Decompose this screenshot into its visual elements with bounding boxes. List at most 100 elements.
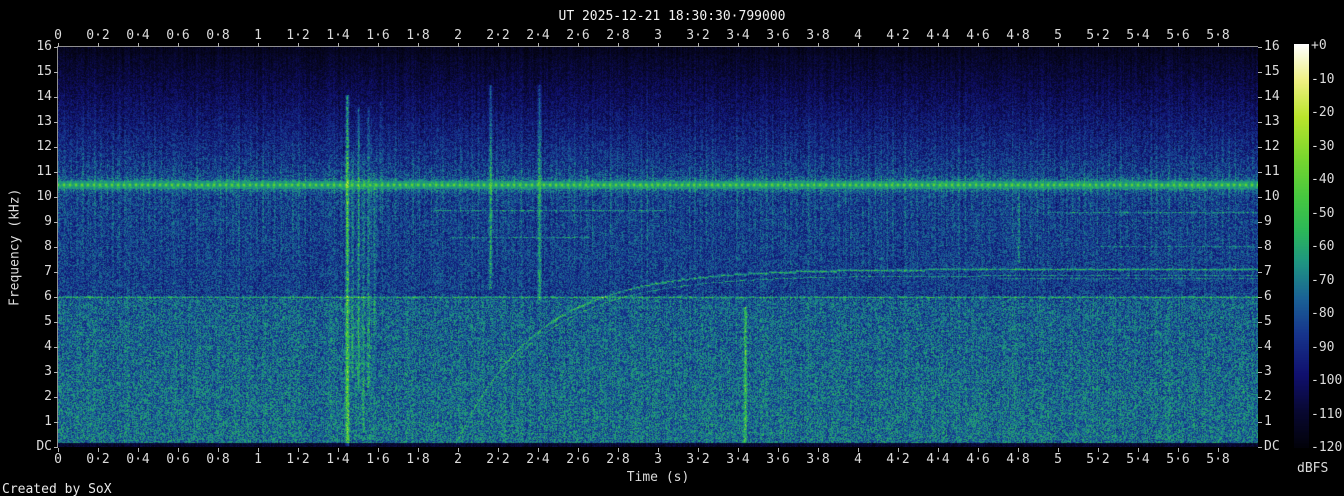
x-tick-label: 0·6 <box>166 28 190 43</box>
y-tick-mark <box>54 197 58 198</box>
x-tick-label: 2·8 <box>606 452 630 467</box>
y-tick-mark <box>54 147 58 148</box>
y-tick-label: 6 <box>1264 289 1272 304</box>
colorbar-tick-label: -10 <box>1311 72 1335 87</box>
x-tick-mark <box>178 448 179 452</box>
x-tick-label: 4·2 <box>886 452 910 467</box>
x-tick-mark <box>418 43 419 47</box>
colorbar-unit-label: dBFS <box>1297 461 1329 476</box>
x-tick-mark <box>378 448 379 452</box>
x-tick-mark <box>658 43 659 47</box>
x-tick-mark <box>498 448 499 452</box>
y-tick-label: 7 <box>1264 264 1272 279</box>
x-tick-mark <box>778 448 779 452</box>
x-tick-mark <box>538 448 539 452</box>
colorbar-tick-label: -90 <box>1311 340 1335 355</box>
y-tick-mark <box>1258 272 1262 273</box>
x-tick-label: 3·6 <box>766 28 790 43</box>
x-tick-label: 3·2 <box>686 452 710 467</box>
x-tick-label: 3·8 <box>806 452 830 467</box>
y-tick-label: 3 <box>1264 364 1272 379</box>
y-tick-mark <box>54 247 58 248</box>
x-tick-mark <box>218 43 219 47</box>
y-tick-mark <box>1258 372 1262 373</box>
x-tick-label: 0·4 <box>126 28 150 43</box>
y-tick-label: 16 <box>36 39 52 54</box>
colorbar-tick-label: -120 <box>1311 440 1343 455</box>
x-tick-mark <box>538 43 539 47</box>
colorbar-tick-label: +0 <box>1311 38 1327 53</box>
y-tick-mark <box>1258 422 1262 423</box>
y-tick-mark <box>54 397 58 398</box>
colorbar-tick-label: -20 <box>1311 105 1335 120</box>
x-tick-label: 5·2 <box>1086 452 1110 467</box>
y-tick-label: 14 <box>36 89 52 104</box>
x-tick-label: 4·6 <box>966 452 990 467</box>
y-tick-label: 5 <box>1264 314 1272 329</box>
x-tick-mark <box>858 43 859 47</box>
x-tick-label: 5·4 <box>1126 452 1150 467</box>
y-tick-mark <box>1258 347 1262 348</box>
y-tick-mark <box>54 422 58 423</box>
x-tick-label: 0·8 <box>206 452 230 467</box>
x-tick-mark <box>98 448 99 452</box>
y-tick-label: 1 <box>1264 414 1272 429</box>
x-tick-mark <box>458 448 459 452</box>
x-tick-label: 1·2 <box>286 452 310 467</box>
colorbar-canvas <box>1294 44 1309 448</box>
y-tick-mark <box>54 222 58 223</box>
y-tick-mark <box>54 297 58 298</box>
y-tick-label: 14 <box>1264 89 1280 104</box>
x-tick-mark <box>258 43 259 47</box>
x-tick-mark <box>58 448 59 452</box>
y-tick-label: 11 <box>36 164 52 179</box>
x-tick-mark <box>978 43 979 47</box>
x-tick-mark <box>58 43 59 47</box>
x-tick-mark <box>738 448 739 452</box>
y-tick-mark <box>54 172 58 173</box>
x-tick-mark <box>1218 43 1219 47</box>
y-tick-label: 6 <box>44 289 52 304</box>
colorbar-tick-label: -70 <box>1311 273 1335 288</box>
y-tick-mark <box>54 97 58 98</box>
y-tick-label: 2 <box>1264 389 1272 404</box>
x-tick-label: 2·2 <box>486 452 510 467</box>
y-tick-label: 16 <box>1264 39 1280 54</box>
x-tick-label: 1·6 <box>366 28 390 43</box>
x-tick-label: 2·8 <box>606 28 630 43</box>
y-tick-label: 8 <box>1264 239 1272 254</box>
x-tick-label: 4·4 <box>926 452 950 467</box>
x-tick-label: 2·4 <box>526 28 550 43</box>
x-tick-label: 0·8 <box>206 28 230 43</box>
y-tick-mark <box>1258 172 1262 173</box>
x-tick-label: 4·2 <box>886 28 910 43</box>
x-tick-label: 2·2 <box>486 28 510 43</box>
x-tick-mark <box>698 448 699 452</box>
x-tick-mark <box>138 43 139 47</box>
x-tick-mark <box>418 448 419 452</box>
sox-credit: Created by SoX <box>2 482 112 497</box>
x-tick-label: 4·8 <box>1006 28 1030 43</box>
x-tick-mark <box>818 43 819 47</box>
x-tick-label: 5·8 <box>1206 452 1230 467</box>
x-tick-label: 3·4 <box>726 28 750 43</box>
x-tick-label: 3·6 <box>766 452 790 467</box>
x-tick-label: 0·2 <box>86 28 110 43</box>
x-tick-mark <box>818 448 819 452</box>
x-tick-mark <box>1138 43 1139 47</box>
y-tick-mark <box>1258 72 1262 73</box>
x-tick-label: 0·6 <box>166 452 190 467</box>
x-tick-label: 3·8 <box>806 28 830 43</box>
y-tick-mark <box>1258 122 1262 123</box>
x-tick-mark <box>138 448 139 452</box>
y-tick-mark <box>54 347 58 348</box>
x-tick-label: 1·8 <box>406 28 430 43</box>
y-tick-label: 15 <box>36 64 52 79</box>
x-tick-label: 3 <box>654 28 662 43</box>
bottom-border-line <box>0 496 1344 498</box>
y-tick-label: 10 <box>1264 189 1280 204</box>
x-tick-mark <box>298 43 299 47</box>
x-tick-mark <box>1178 43 1179 47</box>
page-title: UT 2025-12-21 18:30:30·799000 <box>558 9 786 24</box>
